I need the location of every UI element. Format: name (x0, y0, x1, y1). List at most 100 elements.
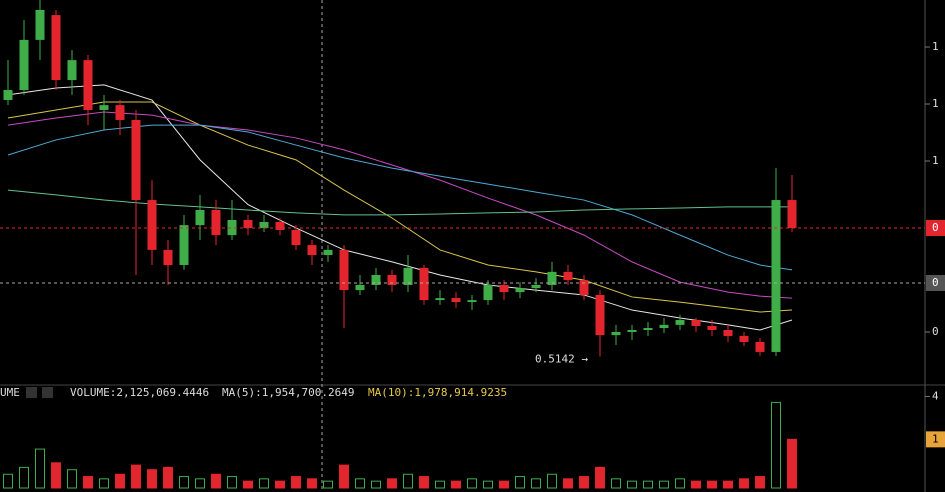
candle-body (131, 119, 141, 201)
candle-body (467, 300, 477, 303)
candle-body (147, 200, 157, 250)
volume-bar (483, 480, 493, 489)
current-price-label: 0 (932, 221, 939, 234)
y-tick-label: 1 (932, 40, 939, 53)
settings-icon[interactable] (26, 387, 37, 398)
candle-body (323, 249, 333, 256)
candle-body (339, 249, 349, 291)
indicator-name: UME (0, 386, 20, 399)
volume-bar (339, 464, 349, 489)
candle-body (67, 60, 77, 81)
volume-bar (547, 473, 557, 489)
volume-bar (611, 478, 621, 489)
candle-body (419, 267, 429, 301)
y-tick-label: 0 (932, 325, 939, 338)
candle-body (99, 105, 109, 110)
volume-bar (675, 478, 685, 489)
ma10-legend: MA(10):1,978,914.9235 (368, 386, 507, 399)
volume-bar (643, 480, 653, 489)
candle-body (771, 200, 781, 352)
candle-body (275, 221, 285, 230)
candle-body (483, 284, 493, 301)
volume-bar (179, 476, 189, 489)
volume-bar (579, 476, 589, 489)
volume-bar (659, 480, 669, 489)
volume-bar (163, 466, 173, 489)
volume-bar (3, 473, 13, 489)
candle-body (595, 294, 605, 336)
candle-body (611, 331, 621, 336)
volume-bar (99, 478, 109, 489)
candle-body (83, 60, 93, 110)
volume-bar (771, 401, 781, 489)
crosshair-label: 0 (932, 276, 939, 289)
volume-bar (19, 466, 29, 489)
candle-body (243, 220, 253, 228)
volume-legend: VOLUME:2,125,069.4446 (70, 386, 209, 399)
candle-body (3, 90, 13, 101)
volume-bar (51, 462, 61, 489)
volume-bar (147, 469, 157, 489)
y-tick-label: 1 (932, 97, 939, 110)
candle-body (163, 249, 173, 266)
candle-body (19, 39, 29, 91)
volume-bar (531, 478, 541, 489)
volume-bar (419, 476, 429, 489)
volume-bar (403, 473, 413, 489)
volume-bar (275, 480, 285, 489)
volume-bar (323, 480, 333, 489)
volume-bar (691, 480, 701, 489)
current-price-box (926, 219, 945, 236)
candle-body (723, 330, 733, 336)
volume-bar (291, 476, 301, 489)
moving-average (7, 84, 793, 331)
volume-bar (131, 464, 141, 489)
close-icon[interactable] (42, 387, 53, 398)
candle-body (739, 335, 749, 342)
volume-bar (355, 478, 365, 489)
volume-bar (211, 473, 221, 489)
volume-bar (387, 478, 397, 489)
candle-body (259, 221, 269, 228)
candle-body (643, 328, 653, 330)
candle-body (755, 341, 765, 352)
volume-bar (707, 480, 717, 489)
candle-body (115, 105, 125, 120)
candle-body (451, 298, 461, 303)
candle-body (499, 284, 509, 293)
moving-average (7, 101, 793, 313)
candle-body (675, 320, 685, 325)
candle-body (579, 280, 589, 295)
moving-average (7, 189, 792, 216)
candle-body (179, 225, 189, 266)
candle-body (707, 326, 717, 330)
candle-body (371, 275, 381, 285)
candle-body (563, 271, 573, 281)
candle-body (195, 210, 205, 226)
volume-bar (499, 480, 509, 489)
candle-body (435, 298, 445, 301)
volume-bar (243, 480, 253, 489)
volume-bar (627, 480, 637, 489)
volume-bar (435, 480, 445, 489)
volume-bar (35, 448, 45, 489)
current-volume-box (926, 431, 945, 448)
y-tick-label: 1 (932, 154, 939, 167)
candle-body (691, 320, 701, 327)
ma5-legend: MA(5):1,954,700.2649 (222, 386, 354, 399)
volume-bar (259, 478, 269, 489)
volume-bar (83, 476, 93, 489)
candle-body (307, 245, 317, 256)
volume-tick-label: 4 (932, 389, 939, 402)
candle-body (403, 267, 413, 285)
candle-body (211, 210, 221, 236)
candle-body (515, 288, 525, 293)
volume-bar (67, 469, 77, 489)
candle-body (291, 229, 301, 246)
low-annotation: 0.5142 → (535, 352, 588, 365)
current-volume-label: 1 (932, 432, 939, 445)
